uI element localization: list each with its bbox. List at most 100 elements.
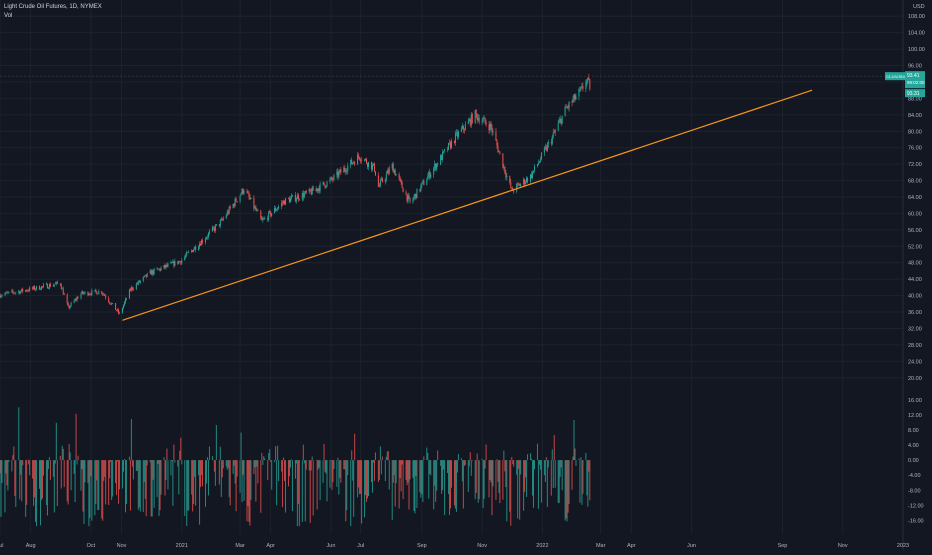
candle-body — [456, 132, 457, 133]
candle — [250, 198, 251, 200]
candle-body — [486, 122, 487, 124]
candle-body — [306, 191, 307, 192]
volume-bar — [565, 460, 566, 520]
candle-body — [151, 271, 152, 275]
volume-bar — [525, 460, 526, 477]
candle-body — [61, 285, 62, 289]
volume-bar — [110, 460, 111, 462]
volume-bar — [53, 460, 54, 477]
candle — [192, 250, 193, 252]
candle-body — [532, 172, 533, 178]
candle-body — [39, 286, 40, 290]
candle-body — [437, 164, 438, 165]
volume-bar — [436, 460, 437, 491]
volume-bar — [462, 460, 463, 481]
candle — [476, 109, 477, 118]
volume-bar — [261, 453, 262, 460]
candle-body — [367, 163, 368, 167]
candle — [81, 292, 82, 299]
candle — [540, 157, 541, 163]
volume-bar — [502, 460, 503, 500]
volume-bar — [243, 460, 244, 475]
candle — [565, 105, 566, 117]
candle — [264, 216, 265, 219]
candle — [76, 297, 77, 302]
volume-bar — [257, 460, 258, 483]
volume-bar — [191, 460, 192, 494]
candle-body — [284, 201, 285, 205]
volume-bar — [381, 460, 382, 474]
candle-body — [353, 162, 354, 163]
candle — [463, 125, 464, 133]
volume-bar — [84, 460, 85, 482]
volume-bar — [562, 460, 563, 490]
candle-body — [302, 193, 303, 199]
candle — [285, 198, 286, 206]
volume-bar — [479, 460, 480, 499]
volume-bar — [440, 460, 441, 466]
volume-bar — [32, 460, 33, 478]
candle — [124, 301, 125, 307]
volume-bar — [516, 460, 517, 474]
candle — [283, 200, 284, 206]
candle — [140, 280, 141, 284]
candle-body — [350, 160, 351, 166]
volume-bar — [574, 420, 575, 460]
candle-body — [454, 141, 455, 143]
candle-body — [464, 130, 465, 131]
candle-body — [346, 171, 347, 172]
candle-body — [26, 290, 27, 291]
candle — [165, 265, 166, 270]
volume-bar — [157, 460, 158, 497]
candle-body — [548, 142, 549, 144]
candle — [227, 209, 228, 216]
candle-body — [288, 198, 289, 199]
volume-bar — [553, 460, 554, 488]
candle-body — [336, 171, 337, 175]
candle-body — [472, 114, 473, 123]
volume-bar — [111, 460, 112, 500]
candle-body — [415, 194, 416, 198]
volume-bar — [117, 460, 118, 461]
candle-body — [104, 294, 105, 295]
volume-bar — [254, 460, 255, 467]
volume-bar — [428, 460, 429, 498]
volume-bar — [212, 456, 213, 460]
volume-bar — [11, 460, 12, 471]
candle-body — [476, 110, 477, 114]
candle — [343, 166, 344, 173]
candle-body — [153, 270, 154, 273]
candle — [561, 118, 562, 126]
volume-bar — [489, 460, 490, 497]
candle-body — [187, 252, 188, 253]
candle-body — [559, 120, 560, 123]
candle-body — [220, 220, 221, 225]
candle-body — [331, 178, 332, 180]
volume-bar — [101, 460, 102, 518]
volume-bar — [143, 460, 144, 512]
volume-bar — [546, 457, 547, 460]
candle-body — [403, 188, 404, 192]
volume-bar — [309, 460, 310, 471]
candle — [504, 166, 505, 174]
candle-body — [122, 308, 123, 313]
volume-bar — [0, 460, 1, 517]
candle-body — [304, 194, 305, 198]
candle-body — [347, 166, 348, 172]
candle-body — [419, 189, 420, 191]
volume-tick-label: -16.00 — [908, 518, 924, 524]
candle-body — [553, 132, 554, 136]
candle-body — [247, 192, 248, 193]
volume-bar — [587, 460, 588, 506]
volume-bar — [208, 460, 209, 495]
candle-body — [449, 142, 450, 143]
candle — [498, 150, 499, 152]
candle-body — [381, 179, 382, 181]
candle — [63, 287, 64, 295]
candle-body — [161, 268, 162, 271]
price-tick-label: 104.00 — [908, 31, 925, 37]
volume-bar — [456, 460, 457, 512]
volume-tick-label: 4.00 — [908, 443, 919, 449]
volume-bar — [123, 460, 124, 472]
